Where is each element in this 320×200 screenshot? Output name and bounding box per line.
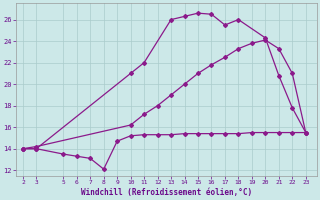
X-axis label: Windchill (Refroidissement éolien,°C): Windchill (Refroidissement éolien,°C) <box>81 188 252 197</box>
